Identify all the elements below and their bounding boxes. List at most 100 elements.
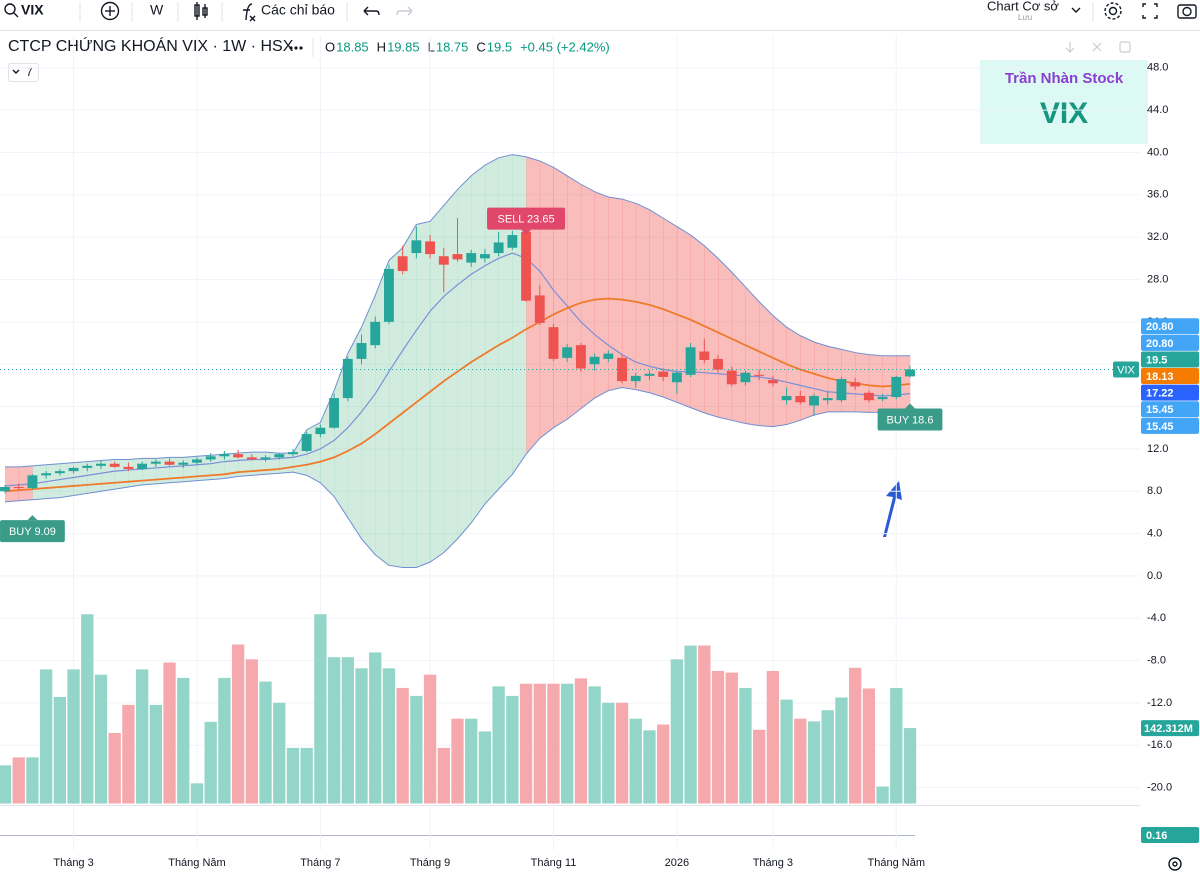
signal-box [877, 408, 943, 431]
indicators-button[interactable]: Các chỉ báo [261, 2, 335, 18]
y-tick-label: -16.0 [1147, 739, 1172, 751]
candle-body [809, 395, 819, 406]
candle-body [754, 374, 765, 376]
price-tag [1141, 401, 1199, 418]
candle-body [740, 372, 751, 383]
candle-body [329, 398, 340, 428]
volume-bar [794, 718, 807, 804]
volume-bar [94, 674, 108, 804]
candle-body [630, 375, 641, 382]
candle-body [384, 268, 394, 322]
volume-bar [67, 669, 80, 804]
candle-body [411, 240, 422, 254]
volume-bar [657, 724, 670, 804]
candle-body [850, 382, 861, 387]
candle-body [438, 256, 449, 265]
candle-body [493, 242, 504, 254]
legend-more[interactable] [289, 46, 303, 50]
signal-box [0, 520, 65, 543]
candle-body [863, 392, 874, 401]
ohlc-change: +0.45 (+2.42%) [520, 39, 610, 54]
band-fill [704, 245, 719, 418]
band-fill [649, 209, 664, 398]
candle-body [370, 321, 381, 346]
volume-bar [437, 747, 450, 804]
layout-name[interactable]: Chart Cơ sở [987, 0, 1059, 13]
candle-body [767, 380, 778, 384]
x-tick-label: Tháng 11 [531, 857, 577, 869]
band-fill [539, 160, 554, 439]
candle-body [905, 369, 915, 377]
volume-bar [300, 747, 313, 804]
candle-body [548, 327, 559, 359]
candle-body [644, 373, 655, 376]
annotation-arrow [883, 481, 902, 537]
signal-pointer [27, 515, 38, 521]
band-fill [800, 335, 815, 421]
volume-bar [670, 659, 684, 804]
ohlc-value: 19.85 [387, 39, 420, 54]
signal-box [487, 207, 566, 230]
undo-button[interactable] [363, 6, 380, 16]
volume-bar [451, 718, 464, 804]
ohlc-value: 18.75 [436, 39, 469, 54]
ohlc-key: O [325, 39, 335, 54]
layout-menu[interactable] [1071, 7, 1081, 13]
band-fill [608, 196, 623, 391]
volume-bar [53, 696, 67, 804]
volume-bar [903, 728, 917, 804]
compare-button[interactable] [100, 1, 120, 21]
candle-body [315, 427, 326, 435]
settings-button[interactable] [1104, 2, 1122, 20]
axis-settings[interactable] [1168, 857, 1182, 871]
y-tick-label: 48.0 [1147, 62, 1168, 74]
volume-bar [204, 721, 217, 804]
volume-bar [643, 730, 656, 804]
collapse-button[interactable] [8, 63, 39, 82]
search-button[interactable] [4, 3, 19, 18]
volume-bar [355, 668, 368, 804]
candle-body [658, 371, 669, 377]
volume-tag [1141, 720, 1199, 737]
ohlc-value: 18.85 [336, 39, 369, 54]
volume-bar [149, 704, 162, 804]
band-fill [622, 199, 637, 390]
candle-body [192, 459, 202, 463]
x-tick-label: Tháng 3 [753, 857, 793, 869]
ohlc-legend: O 18.85 H 19.85 L 18.75 C 19.5 +0.45 (+2.42%) [325, 39, 610, 54]
y-tick-label: 4.0 [1147, 527, 1162, 539]
signal-label: BUY 9.09 [9, 526, 56, 538]
candle-body [82, 465, 93, 468]
candle-body [274, 454, 285, 458]
candle-body [617, 357, 627, 382]
y-tick-label: -20.0 [1147, 782, 1172, 794]
price-tag [1141, 318, 1199, 335]
chart-type-button[interactable] [194, 2, 208, 20]
symbol[interactable]: VIX [21, 2, 44, 18]
y-tick-label: 28.0 [1147, 273, 1168, 285]
x-tick-label: Tháng 3 [53, 857, 93, 869]
candle-body [205, 456, 216, 460]
candle-body [425, 241, 436, 255]
redo-button[interactable] [396, 6, 413, 16]
indicators-icon[interactable] [243, 3, 256, 22]
candle-body [342, 358, 353, 399]
volume-bar [547, 683, 560, 804]
candle-body [96, 463, 106, 466]
volume-bar [465, 718, 478, 804]
band-fill [361, 295, 376, 555]
snapshot-button[interactable] [1177, 4, 1197, 19]
band-fill [718, 258, 733, 421]
x-tick-label: Tháng Năm [868, 857, 925, 869]
candle-body [246, 457, 257, 460]
volume-bar [711, 670, 725, 804]
interval[interactable]: W [150, 2, 164, 18]
price-tag-label: 17.22 [1146, 388, 1174, 400]
fullscreen-button[interactable] [1142, 3, 1158, 19]
volume-bar [286, 747, 300, 804]
volume-bar [423, 674, 437, 804]
pane-buttons[interactable] [1065, 41, 1131, 53]
candle-body [397, 256, 408, 272]
volume-bar [12, 757, 25, 804]
watermark-box [980, 60, 1148, 144]
